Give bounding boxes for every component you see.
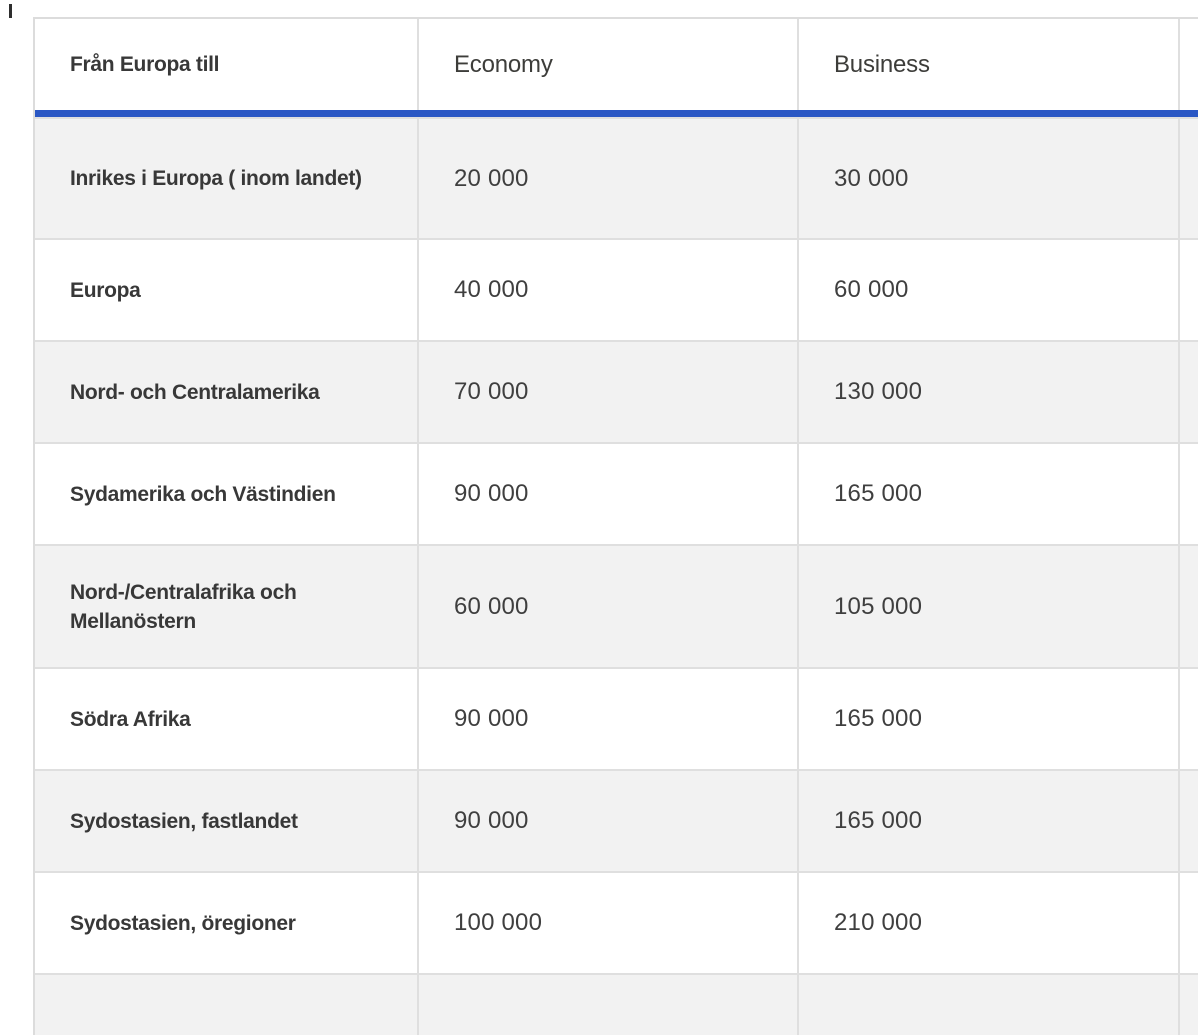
header-business: Business [797, 19, 1178, 110]
extra-cell [1178, 669, 1198, 769]
extra-cell [1178, 546, 1198, 667]
destination-label: Inrikes i Europa ( inom landet) [70, 167, 362, 190]
business-cell: 210 000 [797, 873, 1178, 973]
table-row-europe: Europa 40 000 60 000 [35, 240, 1198, 342]
economy-cell: 90 000 [417, 771, 797, 871]
extra-cell [1178, 771, 1198, 871]
table-row-north-central-africa-middle-east: Nord-/Centralafrika och Mellanöstern 60 … [35, 546, 1198, 669]
business-cell: 165 000 [797, 444, 1178, 544]
destination-cell: Sydostasien, fastlandet [35, 771, 417, 871]
destination-cell: Nord- och Centralamerika [35, 342, 417, 442]
stray-cursor-mark [9, 4, 12, 18]
business-cell: 165 000 [797, 771, 1178, 871]
table-row-north-central-america: Nord- och Centralamerika 70 000 130 000 [35, 342, 1198, 444]
extra-cell [1178, 444, 1198, 544]
economy-cell: 40 000 [417, 240, 797, 340]
economy-cell: 90 000 [417, 444, 797, 544]
table-header-row: Från Europa till Economy Business [35, 19, 1198, 117]
destination-label: Nord-/Centralafrika och Mellanöstern [70, 580, 297, 633]
destination-cell [35, 975, 417, 1035]
extra-cell [1178, 873, 1198, 973]
economy-cell [417, 975, 797, 1035]
table-row-south-america-west-indies: Sydamerika och Västindien 90 000 165 000 [35, 444, 1198, 546]
economy-cell: 90 000 [417, 669, 797, 769]
business-cell: 130 000 [797, 342, 1178, 442]
destination-label: Nord- och Centralamerika [70, 380, 320, 404]
destination-label: Sydostasien, fastlandet [70, 809, 298, 833]
extra-cell [1178, 119, 1198, 238]
economy-cell: 20 000 [417, 119, 797, 238]
table-row-domestic-europe: Inrikes i Europa ( inom landet) 20 000 3… [35, 117, 1198, 240]
destination-cell: Inrikes i Europa ( inom landet) [35, 119, 417, 238]
destination-cell: Sydostasien, öregioner [35, 873, 417, 973]
destination-label: Sydamerika och Västindien [70, 482, 336, 506]
extra-cell [1178, 240, 1198, 340]
destination-label: Sydostasien, öregioner [70, 911, 296, 935]
business-cell [797, 975, 1178, 1035]
economy-cell: 60 000 [417, 546, 797, 667]
extra-cell [1178, 342, 1198, 442]
table-row-partial [35, 975, 1198, 1035]
business-cell: 165 000 [797, 669, 1178, 769]
table-row-southern-africa: Södra Afrika 90 000 165 000 [35, 669, 1198, 771]
destination-cell: Nord-/Centralafrika och Mellanöstern [35, 546, 417, 667]
destination-label: Södra Afrika [70, 707, 191, 731]
business-cell: 60 000 [797, 240, 1178, 340]
economy-cell: 100 000 [417, 873, 797, 973]
destination-cell: Södra Afrika [35, 669, 417, 769]
business-cell: 105 000 [797, 546, 1178, 667]
destination-cell: Europa [35, 240, 417, 340]
header-economy: Economy [417, 19, 797, 110]
header-extra-column [1178, 19, 1198, 110]
economy-cell: 70 000 [417, 342, 797, 442]
award-points-table: Från Europa till Economy Business Inrike… [33, 17, 1198, 1035]
header-from-europe-to: Från Europa till [70, 52, 220, 76]
destination-cell: Sydamerika och Västindien [35, 444, 417, 544]
table-row-southeast-asia-islands: Sydostasien, öregioner 100 000 210 000 [35, 873, 1198, 975]
destination-label: Europa [70, 278, 141, 302]
business-cell: 30 000 [797, 119, 1178, 238]
table-row-southeast-asia-mainland: Sydostasien, fastlandet 90 000 165 000 [35, 771, 1198, 873]
extra-cell [1178, 975, 1198, 1035]
